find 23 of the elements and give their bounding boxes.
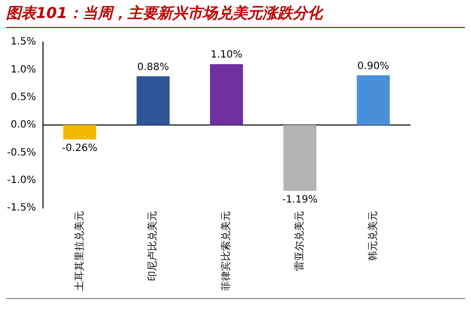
y-tick-label: 0.0% [10,120,36,131]
y-tick-label: 1.0% [10,64,36,76]
x-tick-label: 菲律宾比索兑美元 [220,211,232,291]
y-tick-label: 0.5% [10,92,36,103]
data-label: -1.19% [282,194,318,206]
bar [136,76,170,125]
data-label: 1.10% [210,50,242,61]
data-label: 0.88% [137,62,169,73]
data-label: 0.90% [357,60,390,72]
bar [63,125,96,140]
x-tick-label: 印尼卢比兑美元 [146,211,159,281]
bar [356,75,390,125]
y-tick-label: -1.0% [7,174,36,186]
x-tick-label: 土耳其里拉兑美元 [73,211,86,291]
x-tick-label: 韩元兑美元 [366,211,379,261]
x-tick-label: 雷亚尔兑美元 [294,211,306,271]
bar [283,125,316,191]
y-tick-label: 1.5% [10,36,36,48]
bar [210,64,244,125]
y-tick-label: -0.5% [7,147,36,158]
chart-title: 图表101：当周，主要新兴市场兑美元涨跌分化 [6,4,322,23]
y-tick-label: -1.5% [7,202,36,214]
data-label: -0.26% [62,142,98,154]
